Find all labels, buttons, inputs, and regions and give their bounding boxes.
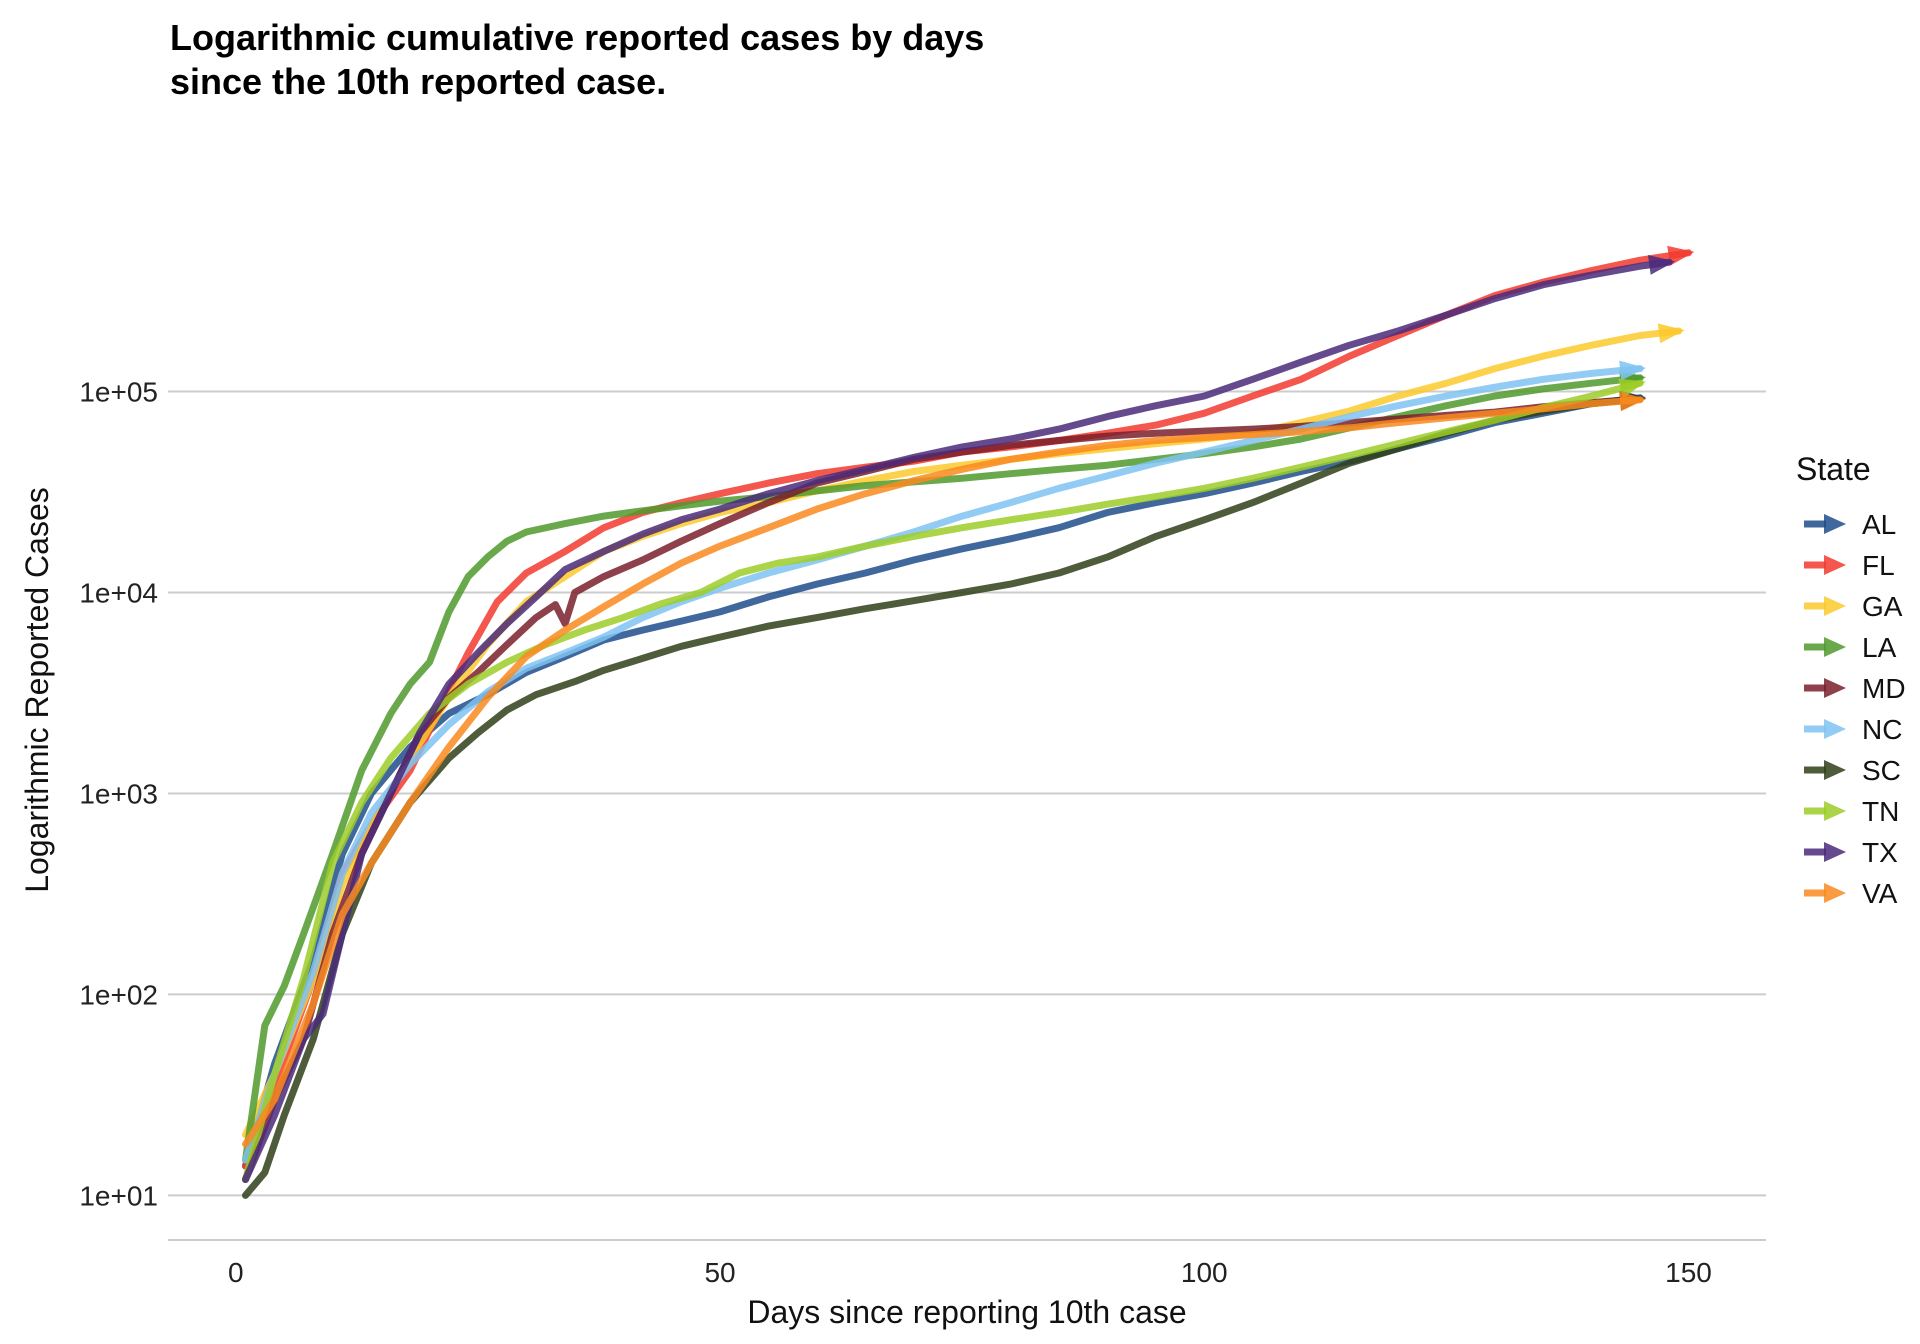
- legend-swatch-arrow: [1824, 719, 1846, 739]
- legend-label: AL: [1862, 509, 1896, 540]
- legend-label: NC: [1862, 714, 1902, 745]
- legend-swatch-arrow: [1824, 883, 1846, 903]
- legend-item-al: AL: [1804, 509, 1896, 540]
- legend-swatch-arrow: [1824, 637, 1846, 657]
- y-axis-label: Logarithmic Reported Cases: [19, 487, 55, 893]
- x-tick-label: 150: [1665, 1257, 1712, 1288]
- legend-item-va: VA: [1804, 878, 1898, 909]
- legend-label: SC: [1862, 755, 1901, 786]
- legend-item-sc: SC: [1804, 755, 1901, 786]
- x-tick-label: 50: [704, 1257, 735, 1288]
- series-line-al: [242, 394, 1644, 1170]
- y-tick-label: 1e+04: [79, 577, 158, 608]
- series-line-la: [242, 374, 1644, 1164]
- legend-swatch-arrow: [1824, 760, 1846, 780]
- series-arrow-ga: [1657, 323, 1685, 344]
- legend-swatch-arrow: [1824, 842, 1846, 862]
- series-arrow-nc: [1619, 360, 1647, 381]
- legend-item-tn: TN: [1804, 796, 1899, 827]
- series-arrow-fl: [1667, 245, 1695, 266]
- series-line-nc: [242, 365, 1644, 1164]
- legend-label: LA: [1862, 632, 1897, 663]
- chart-title: Logarithmic cumulative reported cases by…: [170, 17, 984, 102]
- chart-title-line-1: Logarithmic cumulative reported cases by…: [170, 17, 984, 58]
- legend-label: TX: [1862, 837, 1898, 868]
- x-axis-label: Days since reporting 10th case: [747, 1294, 1186, 1330]
- x-tick-label: 100: [1181, 1257, 1228, 1288]
- legend-item-tx: TX: [1804, 837, 1898, 868]
- legend-swatch-arrow: [1824, 596, 1846, 616]
- legend-label: FL: [1862, 550, 1895, 581]
- legend-item-fl: FL: [1804, 550, 1895, 581]
- series-arrow-tx: [1647, 255, 1676, 275]
- legend-swatch-arrow: [1824, 514, 1846, 534]
- legend-title: State: [1796, 451, 1871, 487]
- series-line-tx: [242, 258, 1673, 1183]
- x-axis-ticks: 0 50 100 150: [228, 1257, 1712, 1288]
- legend-item-md: MD: [1804, 673, 1906, 704]
- legend-label: GA: [1862, 591, 1903, 622]
- y-tick-label: 1e+02: [79, 979, 158, 1010]
- series-lines: [242, 245, 1695, 1199]
- y-axis-ticks: 1e+01 1e+02 1e+03 1e+04 1e+05: [79, 376, 158, 1211]
- legend-swatch-arrow: [1824, 801, 1846, 821]
- series-line-sc: [242, 395, 1644, 1199]
- legend-item-ga: GA: [1804, 591, 1903, 622]
- series-line-ga: [242, 327, 1683, 1139]
- legend-label: MD: [1862, 673, 1906, 704]
- legend-label: TN: [1862, 796, 1899, 827]
- y-tick-label: 1e+05: [79, 376, 158, 407]
- gridlines: [168, 390, 1766, 1197]
- series-line-tn: [242, 379, 1644, 1183]
- x-tick-label: 0: [228, 1257, 244, 1288]
- legend-swatch-arrow: [1824, 555, 1846, 575]
- chart-title-line-2: since the 10th reported case.: [170, 61, 666, 102]
- series-line-md: [242, 395, 1644, 1183]
- legend-swatch-arrow: [1824, 678, 1846, 698]
- legend: State AL FL GA LA MD NC SC TN TX VA: [1796, 451, 1906, 909]
- legend-item-la: LA: [1804, 632, 1897, 663]
- legend-label: VA: [1862, 878, 1898, 909]
- series-arrow-va: [1619, 391, 1647, 412]
- legend-item-nc: NC: [1804, 714, 1902, 745]
- series-line-va: [242, 396, 1644, 1148]
- y-tick-label: 1e+03: [79, 778, 158, 809]
- y-tick-label: 1e+01: [79, 1180, 158, 1211]
